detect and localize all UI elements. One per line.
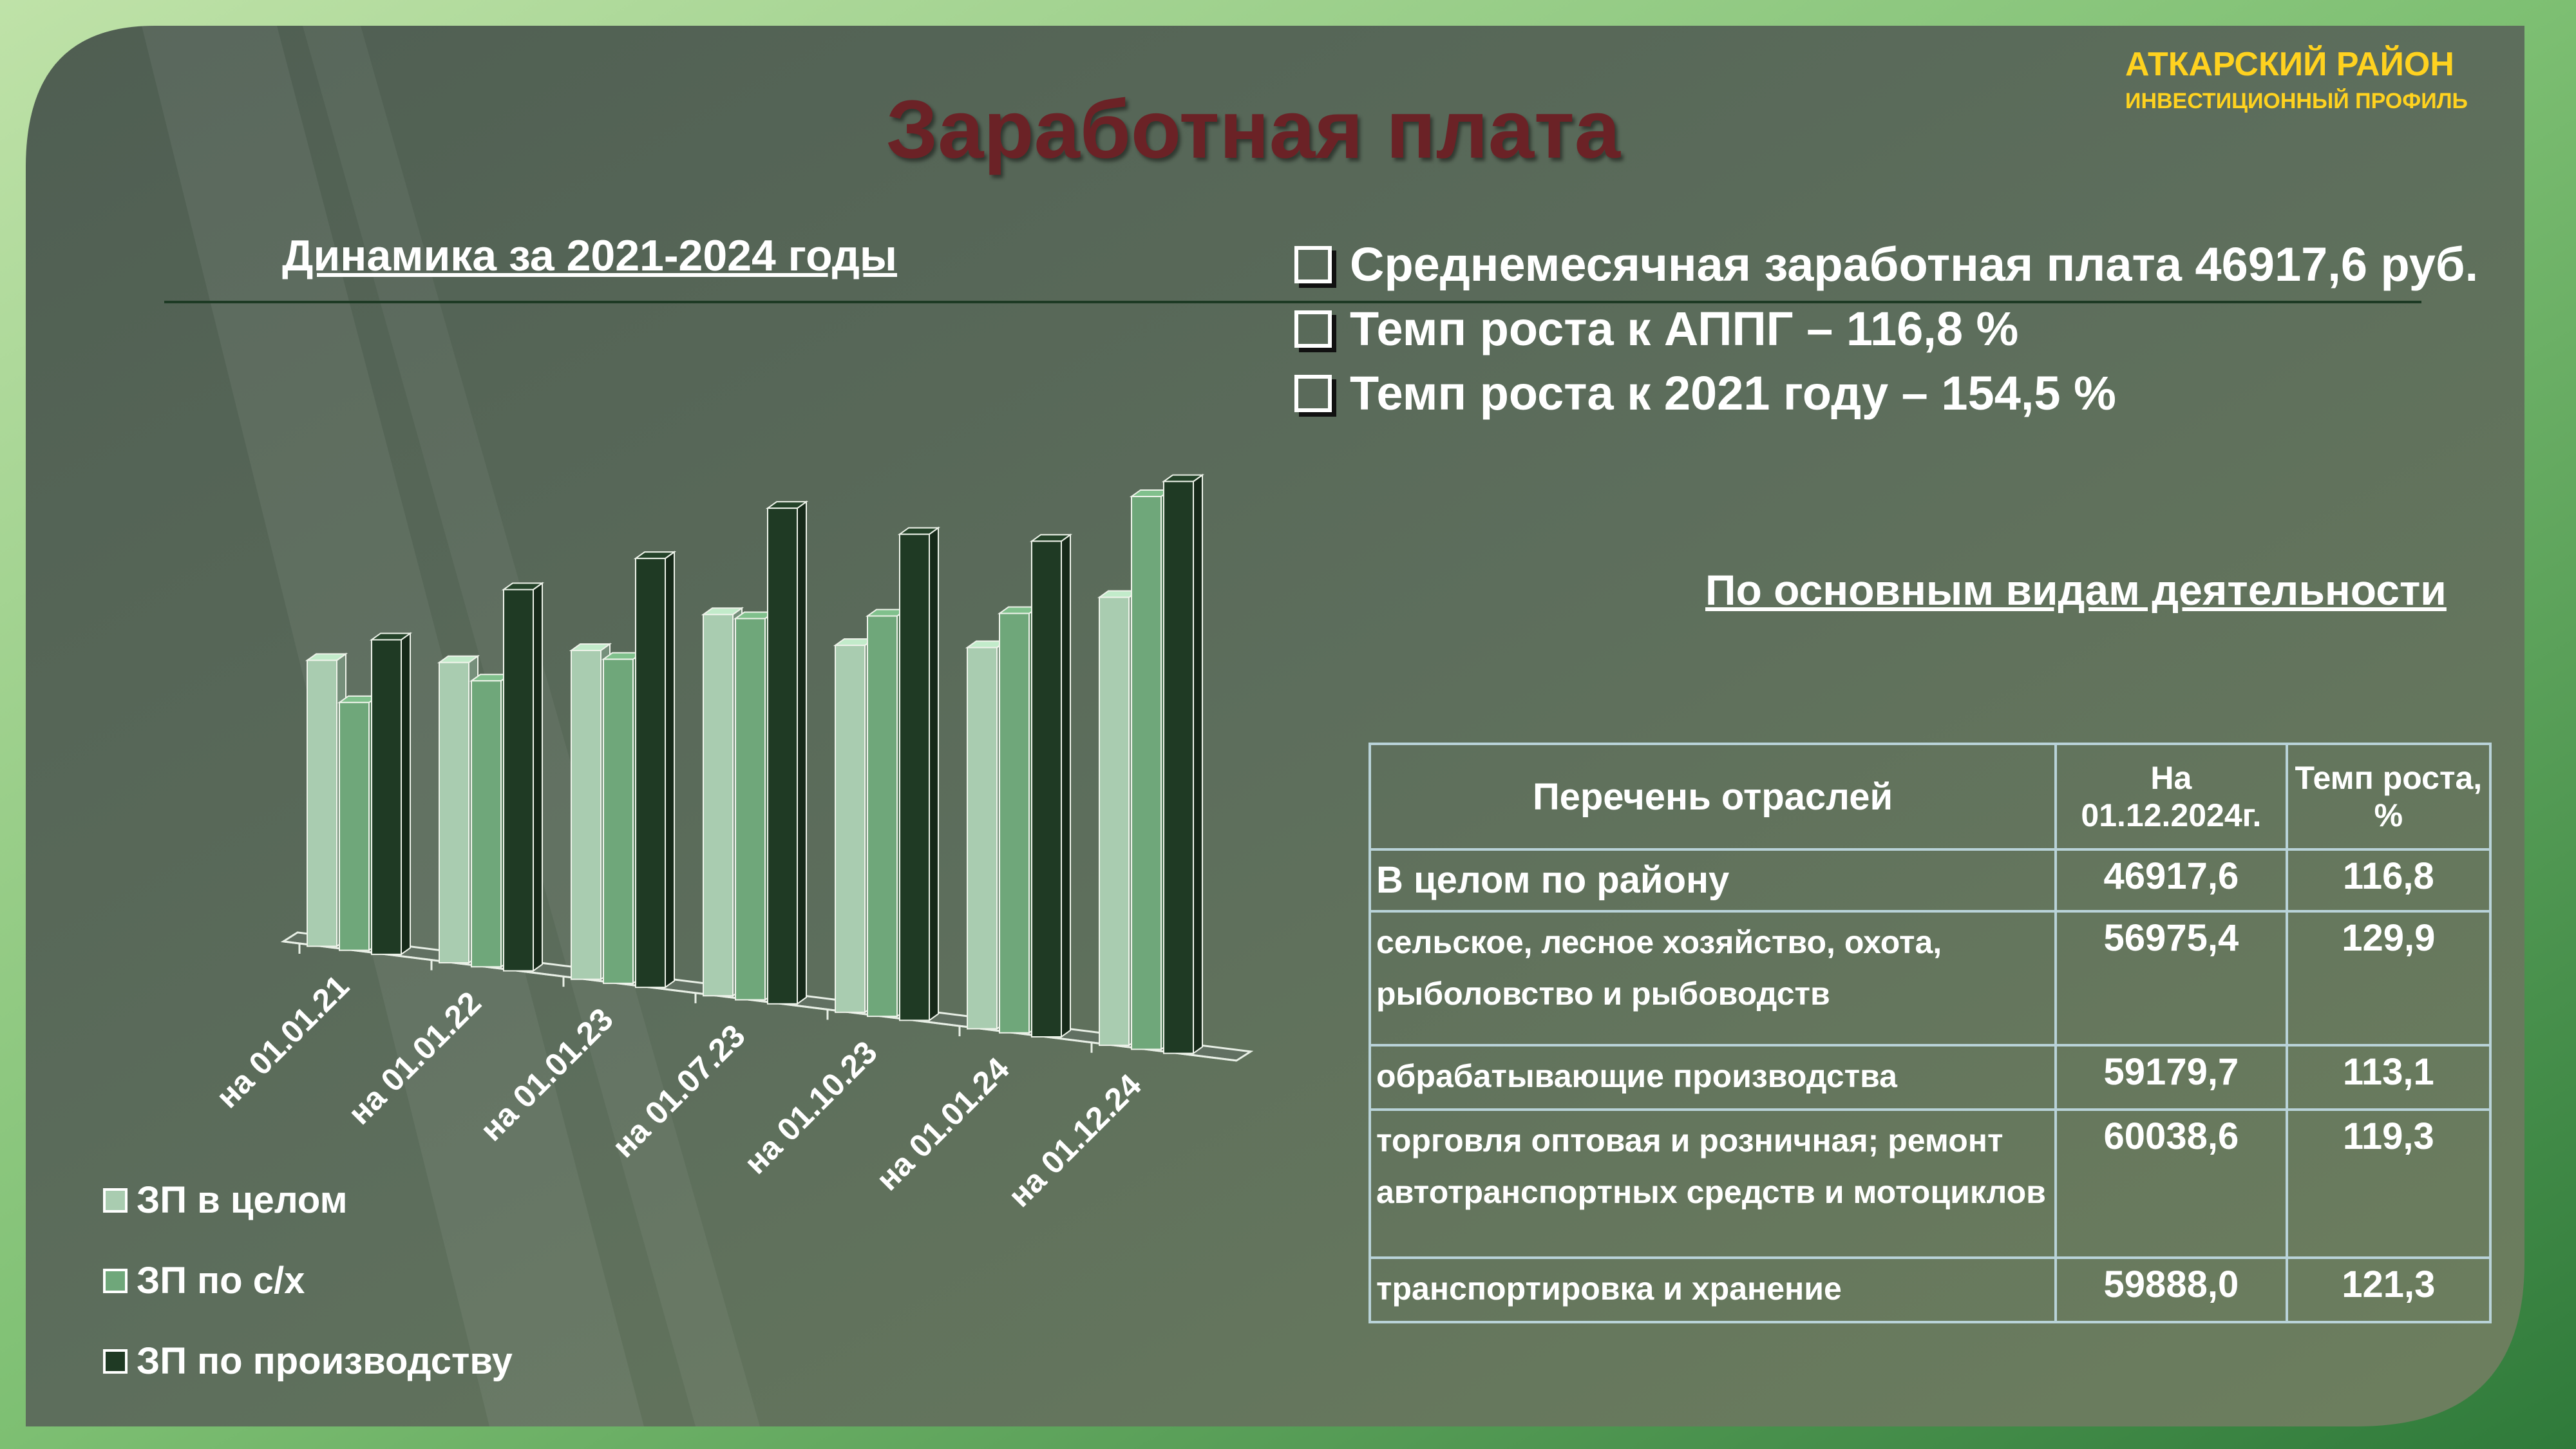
legend-swatch xyxy=(103,1349,128,1374)
bar-series-1-на 01.01.23 xyxy=(571,650,601,980)
x-tick-label: на 01.01.22 xyxy=(341,985,488,1132)
legend-item-agri: ЗП по с/х xyxy=(103,1259,305,1302)
bar-series-2-на 01.01.22 xyxy=(471,680,502,968)
bar-side-3 xyxy=(1061,533,1071,1038)
bar-series-1-на 01.01.22 xyxy=(439,661,469,964)
legend-item-production: ЗП по производству xyxy=(103,1340,513,1383)
summary-bullet-growth-2021: Темп роста к 2021 году – 154,5 % xyxy=(1294,366,2116,421)
header-date: На 01.12.2024г. xyxy=(2054,743,2288,851)
legend-swatch xyxy=(103,1188,128,1213)
legend-item-total: ЗП в целом xyxy=(103,1179,347,1222)
divider xyxy=(164,301,2421,303)
x-tick-label: на 01.01.23 xyxy=(473,1001,620,1148)
header-label: Темп роста, % xyxy=(2295,760,2483,833)
bar-series-2-на 01.10.23 xyxy=(867,615,898,1018)
bar-side-3 xyxy=(533,582,543,972)
bar-series-3-на 01.07.23 xyxy=(767,507,798,1005)
summary-bullet-text: Темп роста к АППГ – 116,8 % xyxy=(1350,302,2019,355)
header-label: На 01.12.2024г. xyxy=(2081,760,2262,833)
bar-series-3-на 01.01.21 xyxy=(371,639,402,955)
x-tick-label: на 01.07.23 xyxy=(605,1018,752,1164)
growth-value: 113,1 xyxy=(2285,1044,2492,1111)
summary-bullet-avg-salary: Среднемесячная заработная плата 46917,6 … xyxy=(1294,237,2478,292)
table-row: торговля оптовая и розничная; ремонт авт… xyxy=(1368,1108,2492,1259)
salary-value: 60038,6 xyxy=(2054,1108,2288,1259)
bar-series-2-на 01.01.21 xyxy=(339,701,370,951)
bar-series-1-на 01.10.23 xyxy=(835,645,866,1013)
growth-value: 119,3 xyxy=(2285,1108,2492,1259)
legend-swatch xyxy=(103,1268,128,1293)
bar-side-3 xyxy=(929,526,939,1022)
bar-series-1-на 01.01.24 xyxy=(967,647,998,1030)
bar-series-3-на 01.12.24 xyxy=(1163,480,1194,1054)
chart-subtitle: Динамика за 2021-2024 годы xyxy=(282,231,897,280)
table-header-row: Перечень отраслей На 01.12.2024г. Темп р… xyxy=(1368,743,2492,851)
table-row: сельское, лесное хозяйство, охота, рыбол… xyxy=(1368,910,2492,1046)
page-title: Заработная плата xyxy=(886,84,1620,176)
summary-bullet-growth-prev: Темп роста к АППГ – 116,8 % xyxy=(1294,301,2018,356)
industry-name: обрабатывающие производства xyxy=(1368,1044,2058,1111)
x-tick-label: на 01.12.24 xyxy=(1001,1067,1148,1214)
bar-series-2-на 01.01.24 xyxy=(999,612,1030,1034)
salary-value: 59179,7 xyxy=(2054,1044,2288,1111)
table-row: транспортировка и хранение 59888,0 121,3 xyxy=(1368,1256,2492,1323)
header-label: Перечень отраслей xyxy=(1532,775,1893,818)
bar-series-2-на 01.07.23 xyxy=(735,618,766,1001)
legend-label: ЗП в целом xyxy=(137,1179,348,1221)
header-growth: Темп роста, % xyxy=(2285,743,2492,851)
bar-side-3 xyxy=(401,632,411,956)
summary-bullet-text: Среднемесячная заработная плата 46917,6 … xyxy=(1350,238,2479,291)
table-row: В целом по району 46917,6 116,8 xyxy=(1368,848,2492,913)
bar-side-3 xyxy=(1193,473,1203,1055)
bar-series-3-на 01.01.24 xyxy=(1031,540,1062,1037)
growth-value: 116,8 xyxy=(2285,848,2492,913)
industry-name: транспортировка и хранение xyxy=(1368,1256,2058,1323)
header-industry: Перечень отраслей xyxy=(1368,743,2058,851)
bar-side-3 xyxy=(665,551,675,989)
industry-salary-table: Перечень отраслей На 01.12.2024г. Темп р… xyxy=(1368,743,2492,1323)
bar-series-1-на 01.12.24 xyxy=(1099,596,1130,1046)
checkbox-icon xyxy=(1294,374,1332,412)
bar-series-3-на 01.01.23 xyxy=(635,558,666,989)
industry-name: В целом по району xyxy=(1368,848,2058,913)
salary-value: 56975,4 xyxy=(2054,910,2288,1046)
summary-bullet-text: Темп роста к 2021 году – 154,5 % xyxy=(1350,366,2116,420)
table-row: обрабатывающие производства 59179,7 113,… xyxy=(1368,1044,2492,1111)
x-tick-label: на 01.01.24 xyxy=(869,1050,1016,1197)
bar-side-3 xyxy=(797,500,807,1005)
x-tick-label: на 01.10.23 xyxy=(737,1034,884,1181)
table-section-title: По основным видам деятельности xyxy=(1705,566,2447,614)
salary-value: 46917,6 xyxy=(2054,848,2288,913)
bar-series-1-на 01.07.23 xyxy=(703,614,734,997)
salary-value: 59888,0 xyxy=(2054,1256,2288,1323)
bar-series-1-на 01.01.21 xyxy=(307,659,337,947)
industry-name: сельское, лесное хозяйство, охота, рыбол… xyxy=(1368,910,2058,1046)
checkbox-icon xyxy=(1294,245,1332,283)
brand-subtitle: ИНВЕСТИЦИОННЫЙ ПРОФИЛЬ xyxy=(2125,89,2468,113)
brand-region: АТКАРСКИЙ РАЙОН xyxy=(2125,46,2454,83)
legend-label: ЗП по производству xyxy=(137,1340,513,1382)
checkbox-icon xyxy=(1294,310,1332,348)
bar-series-3-на 01.10.23 xyxy=(899,533,930,1021)
growth-value: 121,3 xyxy=(2285,1256,2492,1323)
bar-series-2-на 01.01.23 xyxy=(603,658,634,984)
growth-value: 129,9 xyxy=(2285,910,2492,1046)
x-tick-label: на 01.01.21 xyxy=(209,968,356,1115)
bar-series-3-на 01.01.22 xyxy=(503,589,534,972)
legend-label: ЗП по с/х xyxy=(137,1260,305,1302)
industry-name: торговля оптовая и розничная; ремонт авт… xyxy=(1368,1108,2058,1259)
bar-series-2-на 01.12.24 xyxy=(1131,495,1162,1050)
